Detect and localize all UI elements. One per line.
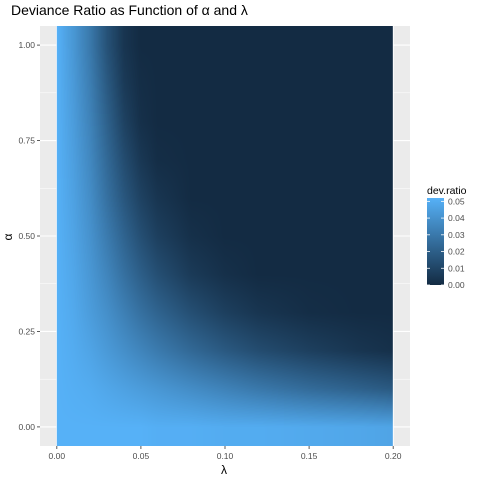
legend-label-5: 0.00 (448, 280, 465, 290)
legend-label-3: 0.02 (448, 247, 465, 257)
x-axis: 0.00 0.05 0.10 0.15 0.20 (49, 446, 402, 461)
x-tick-label-0: 0.00 (49, 451, 66, 461)
legend-title: dev.ratio (427, 185, 467, 197)
legend-label-4: 0.01 (448, 263, 465, 273)
x-tick-label-2: 0.10 (217, 451, 234, 461)
x-axis-title: λ (221, 463, 227, 477)
y-tick-label-2: 0.50 (18, 231, 35, 241)
y-axis-title: α (1, 233, 15, 240)
legend-label-1: 0.04 (448, 213, 465, 223)
chart-title: Deviance Ratio as Function of α and λ (11, 2, 248, 18)
y-tick-label-1: 0.25 (18, 326, 35, 336)
x-tick-label-1: 0.05 (133, 451, 150, 461)
heatmap-surface (56, 26, 393, 446)
y-tick-label-0: 0.00 (18, 422, 35, 432)
y-tick-label-3: 0.75 (18, 136, 35, 146)
legend-label-0: 0.05 (448, 196, 465, 206)
legend: dev.ratio 0.05 0.04 0.03 0.02 0.01 0.00 (427, 185, 467, 290)
legend-label-2: 0.03 (448, 230, 465, 240)
y-axis: 0.00 0.25 0.50 0.75 1.00 (18, 40, 40, 432)
x-tick-label-3: 0.15 (301, 451, 318, 461)
legend-colorbar (427, 198, 444, 285)
y-tick-label-4: 1.00 (18, 40, 35, 50)
x-tick-label-4: 0.20 (385, 451, 402, 461)
legend-ticks: 0.05 0.04 0.03 0.02 0.01 0.00 (427, 196, 465, 290)
